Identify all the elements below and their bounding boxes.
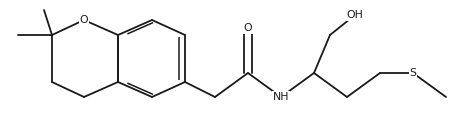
Text: NH: NH [273, 92, 289, 102]
Text: O: O [243, 23, 252, 33]
Text: O: O [79, 15, 88, 25]
Text: OH: OH [346, 10, 364, 20]
Text: S: S [409, 68, 417, 78]
